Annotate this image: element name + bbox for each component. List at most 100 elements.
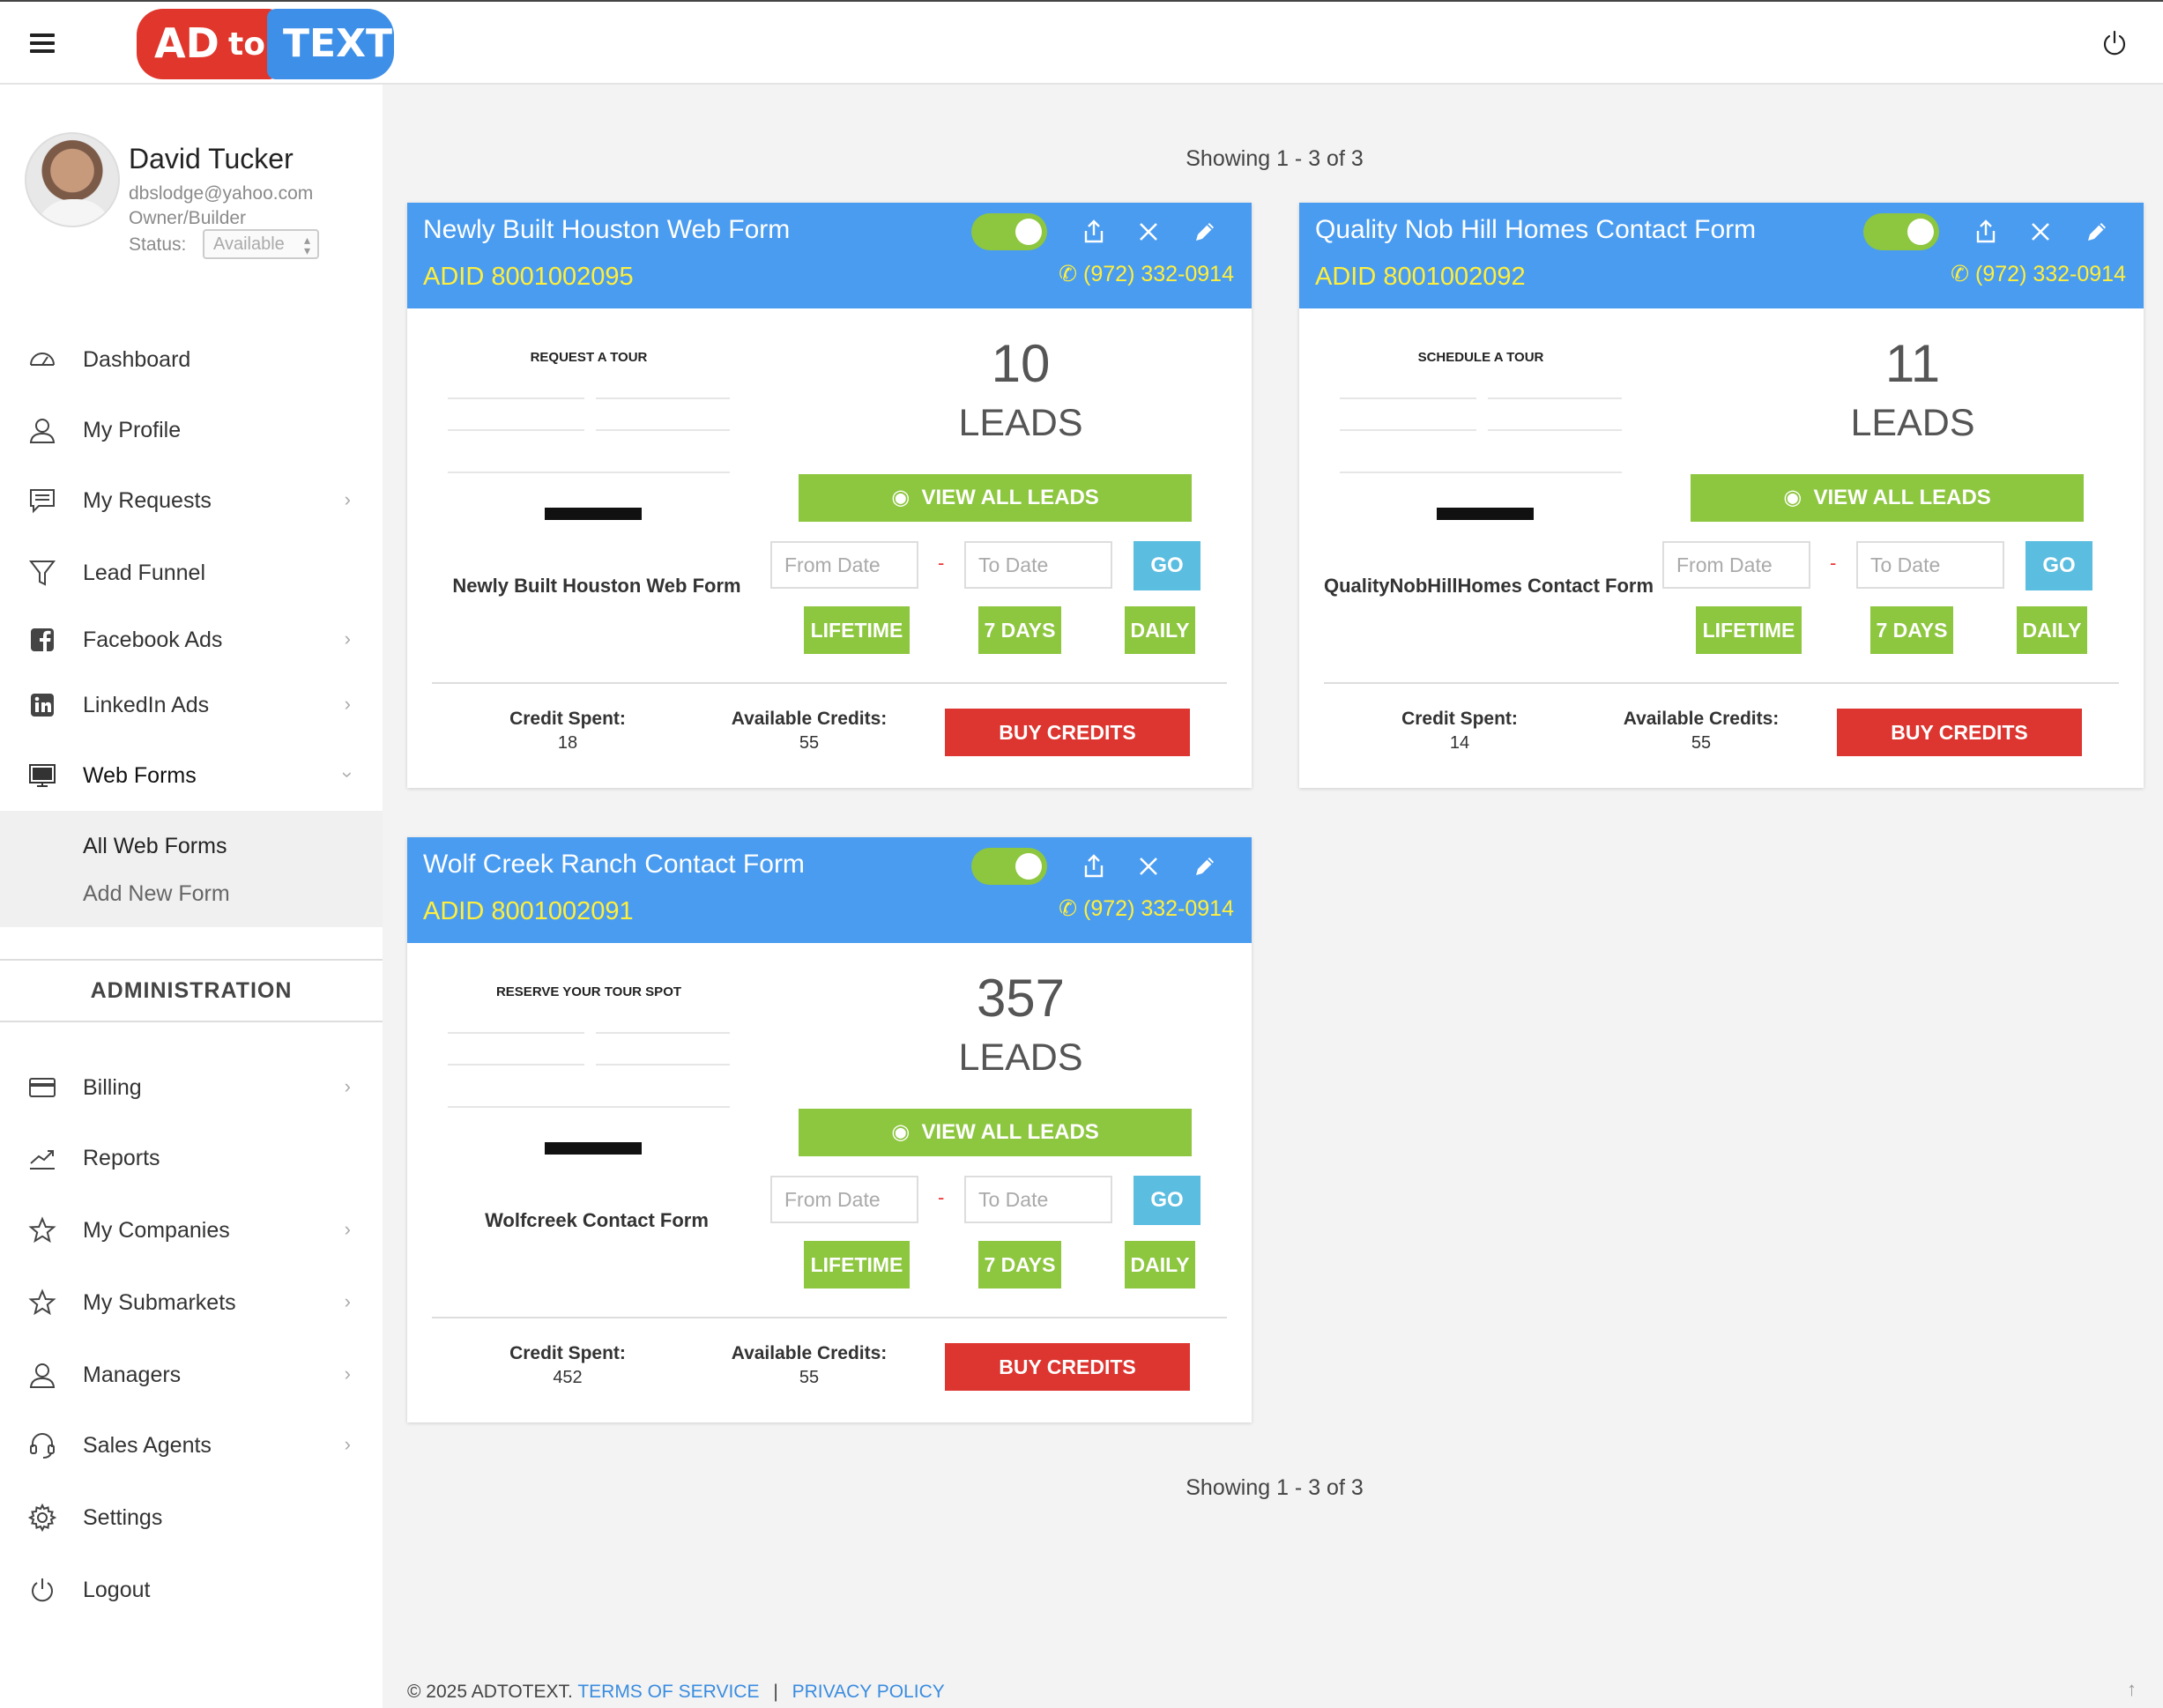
- submenu-add-new-form[interactable]: Add New Form: [83, 881, 230, 906]
- form-preview-thumbnail[interactable]: REQUEST A TOUR: [439, 344, 739, 529]
- user-name: David Tucker: [129, 143, 294, 175]
- leads-count: 10: [991, 334, 1051, 393]
- sidebar-item-billing[interactable]: Billing ›: [0, 1052, 383, 1123]
- sidebar-item-facebook-ads[interactable]: Facebook Ads ›: [0, 605, 383, 675]
- share-icon[interactable]: [1971, 217, 2001, 247]
- 7-days-button[interactable]: 7 DAYS: [1870, 606, 1953, 654]
- edit-icon[interactable]: [1190, 851, 1220, 881]
- power-icon: [32, 1578, 53, 1602]
- available-credits-value: 55: [799, 1368, 820, 1387]
- footer: © 2025 ADTOTEXT. TERMS OF SERVICE | PRIV…: [407, 1682, 945, 1703]
- terms-of-service-link[interactable]: TERMS OF SERVICE: [577, 1682, 760, 1702]
- form-preview-thumbnail[interactable]: RESERVE YOUR TOUR SPOT: [439, 978, 739, 1163]
- preview-heading: REQUEST A TOUR: [531, 350, 648, 365]
- from-date-input[interactable]: From Date: [770, 1176, 918, 1223]
- view-all-leads-button[interactable]: ◉ VIEW ALL LEADS: [1691, 474, 2084, 522]
- go-button[interactable]: GO: [2025, 541, 2092, 590]
- chevron-right-icon: ›: [344, 488, 351, 510]
- status-select[interactable]: Available ▴ ▾: [203, 229, 319, 259]
- credit-spent-value: 18: [557, 733, 578, 753]
- daily-button[interactable]: DAILY: [1125, 1241, 1195, 1288]
- form-name: QualityNobHillHomes Contact Form: [1323, 575, 1654, 597]
- from-date-input[interactable]: From Date: [770, 541, 918, 589]
- available-credits-label: Available Credits:: [731, 1343, 888, 1363]
- date-range-dash: -: [938, 1186, 945, 1208]
- chevron-right-icon: ›: [344, 1075, 351, 1097]
- submenu-all-web-forms[interactable]: All Web Forms: [83, 834, 227, 858]
- privacy-policy-link[interactable]: PRIVACY POLICY: [792, 1682, 945, 1702]
- phone-icon: ✆: [1951, 262, 1976, 286]
- card-adid: ADID 8001002095: [423, 263, 634, 291]
- sidebar-item-my-profile[interactable]: My Profile: [0, 395, 383, 465]
- close-icon[interactable]: [2025, 217, 2055, 247]
- sidebar-item-logout[interactable]: Logout: [0, 1555, 383, 1625]
- 7-days-button[interactable]: 7 DAYS: [978, 1241, 1061, 1288]
- star-icon: [28, 1288, 56, 1316]
- to-date-input[interactable]: To Date: [964, 1176, 1112, 1223]
- user-icon: [29, 1363, 56, 1388]
- sidebar: David Tucker dbslodge@yahoo.com Owner/Bu…: [0, 85, 383, 1708]
- credit-spent-value: 14: [1449, 733, 1470, 753]
- from-date-input[interactable]: From Date: [1662, 541, 1810, 589]
- card-divider: [432, 682, 1227, 684]
- share-icon[interactable]: [1079, 217, 1109, 247]
- view-all-leads-button[interactable]: ◉ VIEW ALL LEADS: [799, 474, 1192, 522]
- lifetime-button[interactable]: LIFETIME: [804, 606, 910, 654]
- chevron-right-icon: ›: [344, 1218, 351, 1240]
- close-icon[interactable]: [1134, 851, 1163, 881]
- edit-icon[interactable]: [1190, 217, 1220, 247]
- power-icon[interactable]: [2101, 30, 2128, 56]
- buy-credits-button[interactable]: BUY CREDITS: [945, 1343, 1190, 1391]
- active-toggle[interactable]: [971, 848, 1047, 885]
- lifetime-button[interactable]: LIFETIME: [1696, 606, 1802, 654]
- sidebar-item-reports[interactable]: Reports: [0, 1123, 383, 1193]
- card-phone: ✆ (972) 332-0914: [1951, 262, 2126, 286]
- pagination-summary-bottom: Showing 1 - 3 of 3: [1186, 1475, 1364, 1500]
- lifetime-button[interactable]: LIFETIME: [804, 1241, 910, 1288]
- gear-icon: [28, 1504, 56, 1532]
- to-date-input[interactable]: To Date: [964, 541, 1112, 589]
- 7-days-button[interactable]: 7 DAYS: [978, 606, 1061, 654]
- chevron-right-icon: ›: [344, 1433, 351, 1455]
- daily-button[interactable]: DAILY: [2017, 606, 2087, 654]
- credit-spent-label: Credit Spent:: [1401, 709, 1518, 729]
- buy-credits-button[interactable]: BUY CREDITS: [945, 709, 1190, 756]
- card-phone: ✆ (972) 332-0914: [1059, 262, 1234, 286]
- sidebar-item-my-submarkets[interactable]: My Submarkets ›: [0, 1267, 383, 1338]
- daily-button[interactable]: DAILY: [1125, 606, 1195, 654]
- go-button[interactable]: GO: [1134, 1176, 1200, 1225]
- sidebar-item-linkedin-ads[interactable]: LinkedIn Ads ›: [0, 670, 383, 740]
- to-date-input[interactable]: To Date: [1856, 541, 2004, 589]
- monitor-icon: [29, 764, 56, 787]
- sidebar-item-my-requests[interactable]: My Requests ›: [0, 465, 383, 536]
- close-icon[interactable]: [1134, 217, 1163, 247]
- leads-label: LEADS: [958, 402, 1083, 444]
- form-name: Wolfcreek Contact Form: [485, 1209, 709, 1231]
- sidebar-item-my-companies[interactable]: My Companies ›: [0, 1195, 383, 1266]
- sidebar-item-sales-agents[interactable]: Sales Agents ›: [0, 1410, 383, 1481]
- sidebar-item-dashboard[interactable]: Dashboard: [0, 324, 383, 395]
- card-divider: [1324, 682, 2119, 684]
- sidebar-item-managers[interactable]: Managers ›: [0, 1340, 383, 1410]
- sidebar-item-settings[interactable]: Settings: [0, 1482, 383, 1553]
- dashboard-icon: [30, 353, 55, 366]
- hamburger-menu-icon[interactable]: [30, 33, 55, 53]
- active-toggle[interactable]: [1863, 213, 1939, 250]
- logo[interactable]: AD to TEXT: [137, 9, 394, 79]
- chevron-down-icon: ›: [337, 771, 360, 778]
- form-preview-thumbnail[interactable]: SCHEDULE A TOUR: [1331, 344, 1631, 529]
- date-range-dash: -: [938, 552, 945, 574]
- sidebar-item-lead-funnel[interactable]: Lead Funnel: [0, 538, 383, 608]
- preview-heading: SCHEDULE A TOUR: [1418, 350, 1544, 365]
- share-icon[interactable]: [1079, 851, 1109, 881]
- card-adid: ADID 8001002092: [1315, 263, 1526, 291]
- card-title: Quality Nob Hill Homes Contact Form: [1315, 215, 1757, 244]
- active-toggle[interactable]: [971, 213, 1047, 250]
- view-all-leads-button[interactable]: ◉ VIEW ALL LEADS: [799, 1109, 1192, 1156]
- edit-icon[interactable]: [2082, 217, 2112, 247]
- scroll-top-icon[interactable]: ↑: [2127, 1678, 2137, 1700]
- date-range-dash: -: [1830, 552, 1837, 574]
- buy-credits-button[interactable]: BUY CREDITS: [1837, 709, 2082, 756]
- go-button[interactable]: GO: [1134, 541, 1200, 590]
- sidebar-item-web-forms[interactable]: Web Forms ›: [0, 740, 383, 811]
